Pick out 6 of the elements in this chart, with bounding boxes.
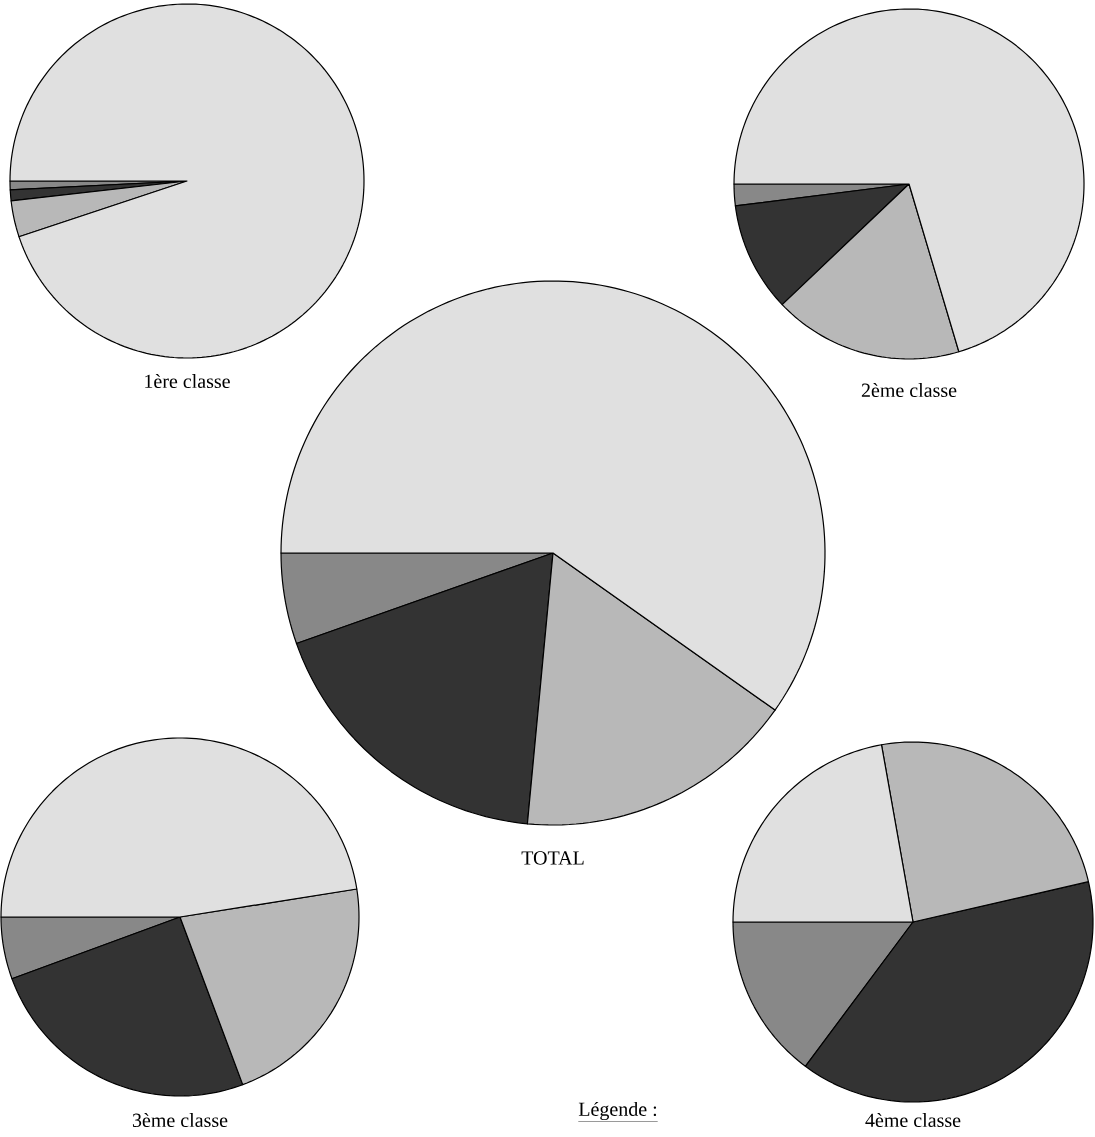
text: Légende : [578,1101,657,1121]
text: 4ème classe [865,1112,961,1128]
text: 1ère classe [145,373,230,389]
text: 2ème classe [861,382,957,398]
text: 3ème classe [132,1112,228,1128]
text: TOTAL [521,851,584,865]
